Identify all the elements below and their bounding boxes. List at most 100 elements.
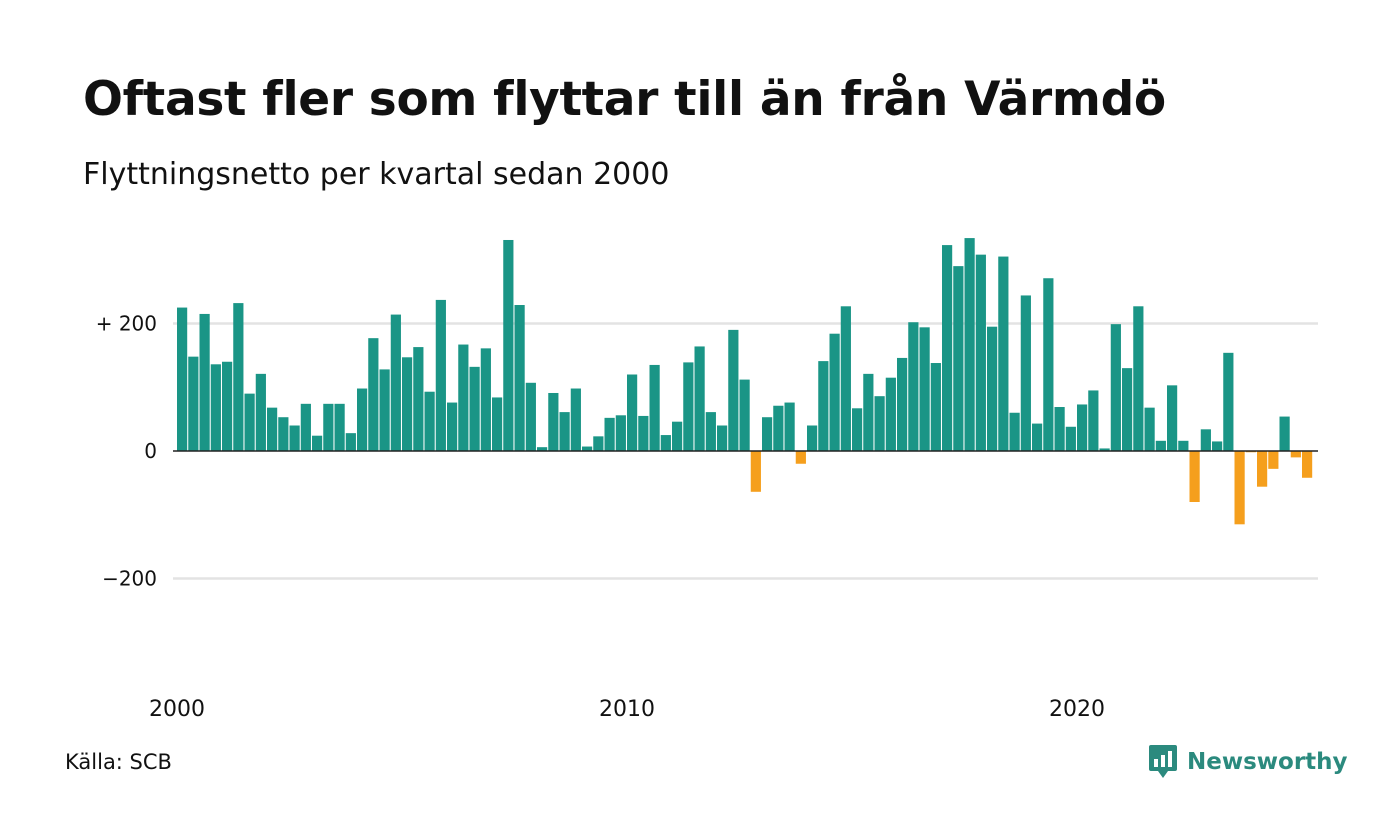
bar-2019-k1 xyxy=(1032,423,1043,451)
bar-2009-k2 xyxy=(593,436,604,451)
bar-2014-k2 xyxy=(818,361,829,451)
y-tick-label: −200 xyxy=(102,567,157,591)
bar-2002-k1 xyxy=(267,407,278,451)
bar-2005-k4 xyxy=(435,299,446,451)
bar-2011-k4 xyxy=(705,412,716,451)
bar-2018-k2 xyxy=(998,256,1009,451)
bar-2019-k4 xyxy=(1065,426,1076,451)
bar-2001-k2 xyxy=(233,303,244,451)
bar-2016-k2 xyxy=(908,322,919,451)
bar-2024-k2 xyxy=(1268,451,1279,469)
bar-2019-k2 xyxy=(1043,278,1054,451)
bar-2013-k1 xyxy=(762,417,773,451)
bar-2003-k2 xyxy=(323,403,334,451)
bar-2012-k1 xyxy=(717,425,728,451)
bar-2021-k2 xyxy=(1133,306,1144,451)
bar-2008-k2 xyxy=(548,392,559,451)
bar-2005-k1 xyxy=(402,357,413,451)
bar-2004-k4 xyxy=(390,314,401,451)
bar-2012-k4 xyxy=(750,451,761,492)
y-tick-label: 0 xyxy=(144,439,157,463)
bar-2022-k4 xyxy=(1200,429,1211,451)
bar-2013-k4 xyxy=(795,451,806,464)
bar-2021-k1 xyxy=(1122,368,1133,452)
bar-2000-k3 xyxy=(199,313,210,451)
bar-2020-k2 xyxy=(1088,390,1099,451)
bar-2010-k1 xyxy=(627,374,638,451)
bar-2007-k1 xyxy=(492,397,503,451)
bar-2004-k2 xyxy=(368,338,379,451)
bar-2017-k3 xyxy=(964,238,975,451)
bar-2000-k2 xyxy=(188,356,199,451)
x-tick-label-2010: 2010 xyxy=(599,697,655,722)
bar-2016-k3 xyxy=(919,327,930,451)
bar-2003-k4 xyxy=(345,433,356,451)
bar-2008-k3 xyxy=(559,412,570,451)
bar-2018-k4 xyxy=(1020,295,1031,451)
bar-2024-k4 xyxy=(1290,451,1301,458)
x-axis-ticks: 2000 2010 2020 xyxy=(149,697,1105,722)
bar-2015-k4 xyxy=(885,377,896,451)
bar-2014-k3 xyxy=(829,333,840,451)
bar-2013-k3 xyxy=(784,402,795,451)
bar-2005-k3 xyxy=(424,391,435,451)
bar-2004-k3 xyxy=(379,369,390,451)
bar-2020-k3 xyxy=(1099,448,1110,451)
bar-2006-k3 xyxy=(469,366,480,451)
bar-2013-k2 xyxy=(773,405,784,451)
bar-2016-k1 xyxy=(897,357,908,451)
bar-2008-k1 xyxy=(537,447,548,451)
x-tick-label-2020: 2020 xyxy=(1049,697,1105,722)
bar-2010-k3 xyxy=(649,364,660,451)
bar-2017-k2 xyxy=(953,266,964,452)
bar-2000-k1 xyxy=(177,307,188,451)
bar-2015-k2 xyxy=(863,373,874,451)
bar-2018-k1 xyxy=(987,326,998,451)
bar-2012-k3 xyxy=(739,379,750,451)
bar-2023-k3 xyxy=(1234,451,1245,525)
bar-2022-k3 xyxy=(1189,451,1200,502)
bar-2015-k1 xyxy=(852,408,863,451)
bar-2003-k1 xyxy=(312,435,323,451)
bar-2003-k3 xyxy=(334,403,345,451)
bar-2005-k2 xyxy=(413,347,424,451)
bar-2002-k4 xyxy=(300,403,311,451)
bar-2023-k2 xyxy=(1223,352,1234,451)
bar-2009-k1 xyxy=(582,446,593,451)
bar-2020-k1 xyxy=(1077,404,1088,451)
bar-2002-k3 xyxy=(289,425,300,451)
bar-2010-k4 xyxy=(660,435,671,451)
chart-title: Oftast fler som flyttar till än från Vär… xyxy=(83,72,1166,127)
bar-2024-k3 xyxy=(1279,416,1290,451)
brand-logo: Newsworthy xyxy=(1148,744,1348,780)
bar-2008-k4 xyxy=(570,388,581,451)
bar-2006-k2 xyxy=(458,344,469,451)
bar-2007-k4 xyxy=(525,382,536,451)
bar-2001-k3 xyxy=(244,393,255,451)
source-note: Källa: SCB xyxy=(65,750,172,774)
bar-2018-k3 xyxy=(1009,412,1020,451)
newsworthy-logo-icon xyxy=(1149,745,1177,778)
bar-2021-k3 xyxy=(1144,407,1155,451)
bar-2011-k3 xyxy=(694,346,705,451)
chart-subtitle: Flyttningsnetto per kvartal sedan 2000 xyxy=(83,157,670,192)
gridlines xyxy=(173,322,1318,580)
bar-2022-k1 xyxy=(1167,385,1178,451)
bar-2014-k4 xyxy=(840,306,851,451)
bar-2004-k1 xyxy=(357,388,368,451)
bar-2006-k4 xyxy=(480,348,491,451)
bar-2007-k2 xyxy=(503,239,514,451)
bar-2006-k1 xyxy=(447,402,458,451)
brand-name: Newsworthy xyxy=(1187,749,1348,775)
bar-2022-k2 xyxy=(1178,440,1189,451)
y-tick-label: + 200 xyxy=(96,312,157,336)
bar-2012-k2 xyxy=(728,329,739,451)
bar-2011-k2 xyxy=(683,362,694,451)
bar-2015-k3 xyxy=(874,396,885,451)
bar-2000-k4 xyxy=(210,364,221,451)
bar-2002-k2 xyxy=(278,417,289,451)
bar-2020-k4 xyxy=(1110,324,1121,451)
bar-2023-k1 xyxy=(1212,441,1223,451)
bar-2019-k3 xyxy=(1054,407,1065,451)
